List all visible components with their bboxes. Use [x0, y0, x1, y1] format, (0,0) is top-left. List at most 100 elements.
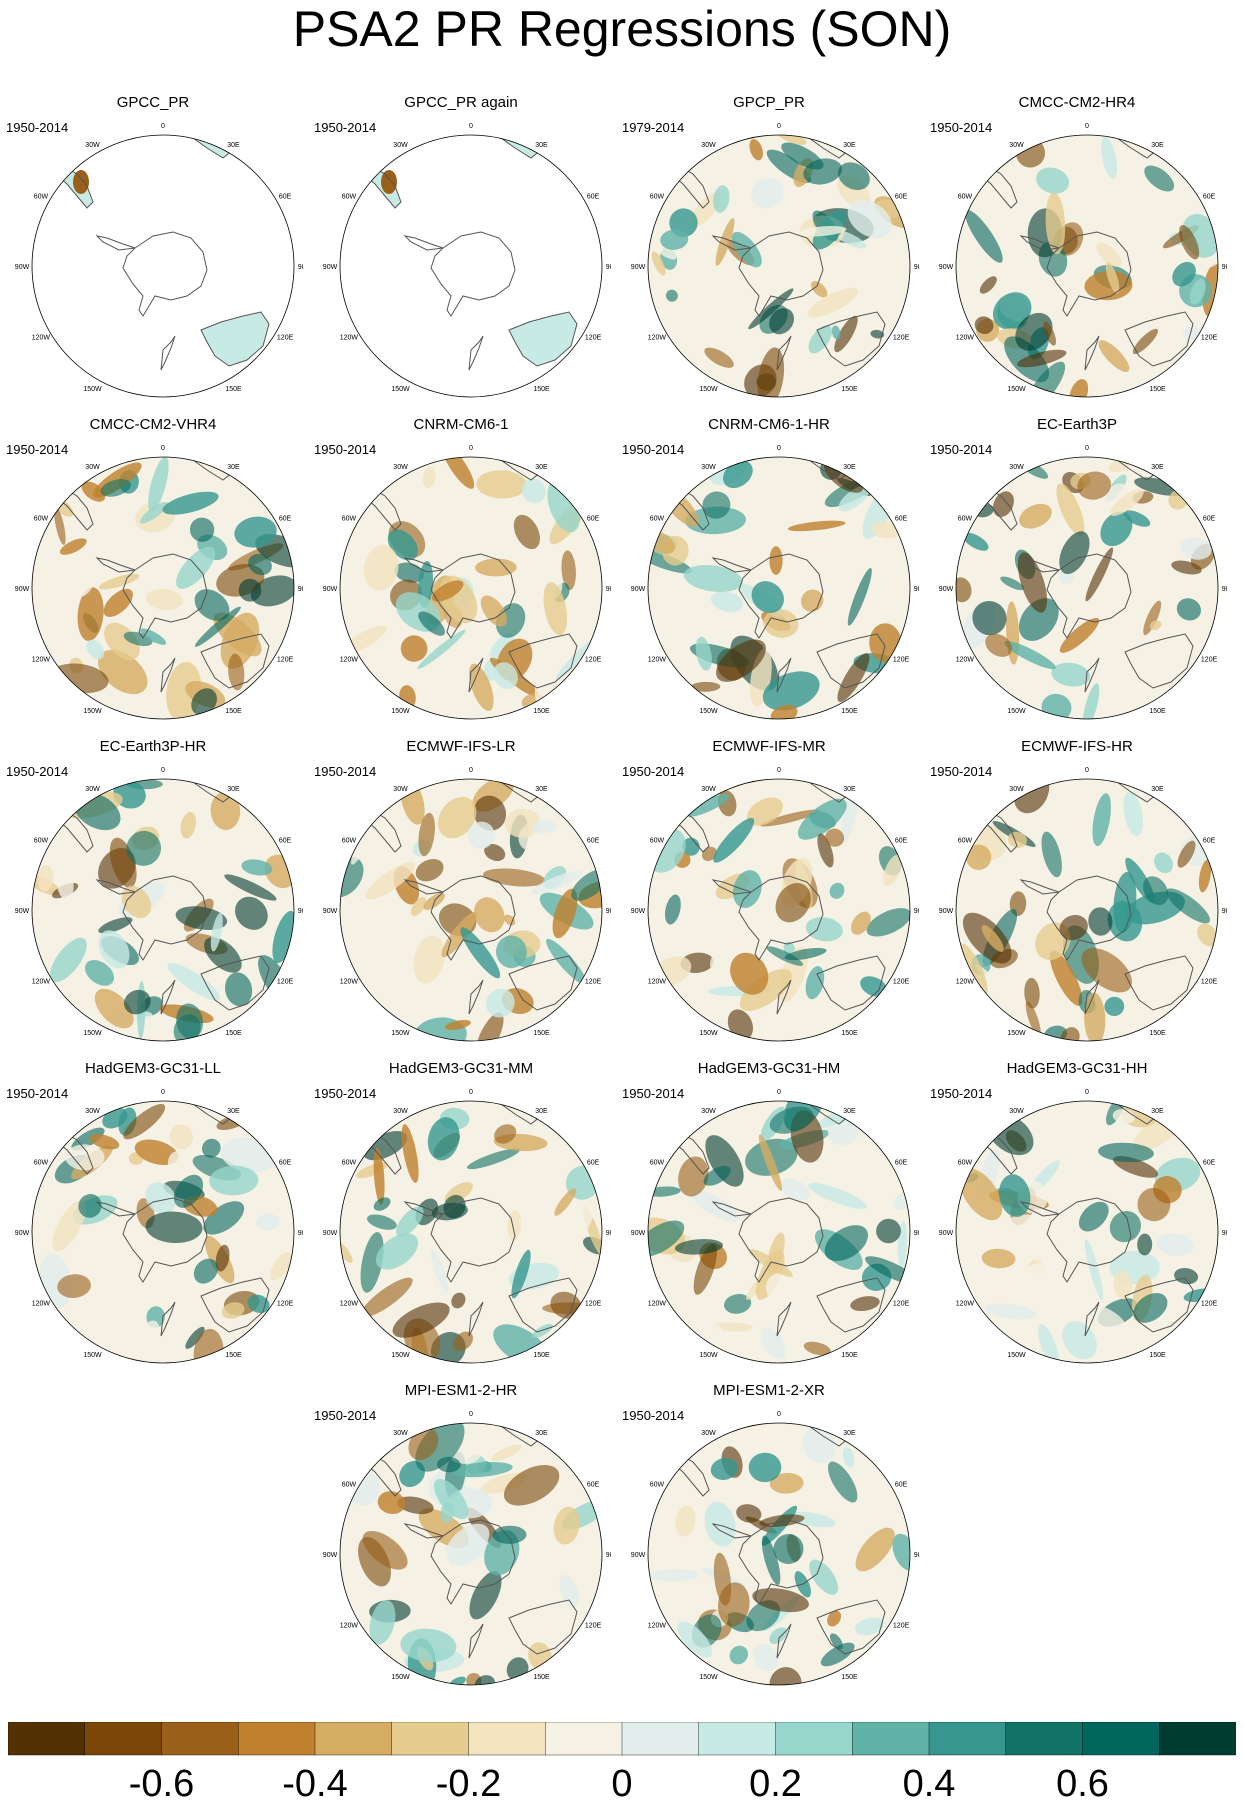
longitude-label: 120W — [32, 979, 51, 986]
anomaly-patch — [1098, 340, 1130, 372]
anomaly-patch — [123, 1104, 166, 1140]
panel-title: GPCC_PR again — [404, 94, 518, 111]
longitude-label: 120E — [1201, 657, 1218, 664]
anomaly-patch — [54, 506, 66, 545]
anomaly-patch — [1024, 977, 1040, 1009]
longitude-label: 60W — [34, 1160, 49, 1167]
longitude-label: 90E — [914, 264, 919, 271]
coastline — [776, 1301, 792, 1337]
longitude-label: 120W — [648, 1301, 667, 1308]
anomaly-patch — [831, 325, 841, 340]
longitude-label: 120E — [277, 657, 294, 664]
coastline — [95, 1201, 136, 1217]
anomaly-patch — [851, 911, 871, 935]
anomaly-patch — [704, 347, 734, 368]
longitude-label: 150W — [391, 1030, 410, 1037]
anomaly-patch — [1059, 914, 1088, 941]
longitude-label: 120W — [32, 657, 51, 664]
polar-map: 030E60E90E120E150E180150W120W90W60W30W — [323, 123, 611, 398]
anomaly-patch — [693, 1244, 717, 1295]
anomaly-patch — [98, 917, 133, 934]
longitude-label: 150W — [391, 386, 410, 393]
longitude-label: 30W — [85, 142, 100, 149]
longitude-label: 120E — [277, 335, 294, 342]
map-panel: ECMWF-IFS-MR 1950-2014 0 30E 60E 90E 120E 150E 1… — [619, 738, 919, 1043]
longitude-label: 150W — [1007, 708, 1026, 715]
longitude-label: 120W — [956, 335, 975, 342]
longitude-label: 150W — [1007, 386, 1026, 393]
anomaly-patch — [466, 1148, 520, 1170]
longitude-label: 30E — [227, 142, 240, 149]
anomaly-patch — [979, 276, 997, 294]
anomaly-patch — [819, 1284, 841, 1315]
anomaly-patch — [436, 1456, 461, 1473]
anomaly-patch — [749, 139, 763, 161]
anomaly-patch — [1110, 489, 1144, 516]
longitude-label: 0 — [161, 767, 165, 774]
longitude-label: 120E — [585, 979, 602, 986]
anomaly-patch — [561, 550, 576, 591]
map-boundary — [339, 1100, 603, 1364]
panel-period: 1950-2014 — [930, 442, 993, 457]
anomaly-patch — [73, 170, 89, 194]
panel-period: 1950-2014 — [314, 1408, 377, 1423]
anomaly-patch — [1000, 576, 1024, 591]
polar-map: 030E60E90E120E150E180150W120W90W60W30W — [939, 123, 1227, 398]
anomaly-patch — [1179, 225, 1200, 260]
colorbar-swatch — [314, 1722, 393, 1756]
longitude-label: 90W — [631, 908, 646, 915]
coastline — [776, 1623, 792, 1659]
longitude-label: 0 — [1085, 445, 1089, 452]
panel-title: MPI-ESM1-2-HR — [404, 1382, 518, 1399]
coastline — [508, 311, 578, 367]
longitude-label: 60E — [279, 194, 292, 201]
anomaly-patch — [1123, 791, 1144, 837]
anomaly-patch — [829, 882, 845, 899]
anomaly-patch — [784, 947, 827, 961]
anomaly-patch — [761, 1327, 786, 1360]
anomaly-patch — [484, 843, 506, 862]
anomaly-patch — [1144, 165, 1175, 192]
anomaly-patch — [701, 846, 717, 862]
coastline — [468, 979, 484, 1015]
anomaly-patch — [546, 938, 587, 985]
longitude-label: 30E — [1151, 142, 1164, 149]
polar-map: 030E60E90E120E150E180150W120W90W60W30W — [323, 445, 611, 720]
longitude-label: 30E — [535, 1430, 548, 1437]
anomaly-patch — [201, 1138, 221, 1158]
anomaly-patch — [870, 521, 901, 539]
longitude-label: 90E — [914, 586, 919, 593]
anomaly-patch — [660, 229, 689, 250]
anomaly-patch — [363, 544, 399, 591]
anomaly-patch — [1113, 1270, 1133, 1300]
coastline — [1019, 557, 1060, 573]
anomaly-patch — [981, 925, 1004, 952]
anomaly-patch — [71, 1127, 105, 1151]
anomaly-patch — [758, 1134, 783, 1192]
coastline — [1046, 1197, 1132, 1283]
longitude-label: 120E — [585, 1301, 602, 1308]
longitude-label: 90W — [323, 586, 338, 593]
longitude-label: 90E — [298, 1230, 303, 1237]
longitude-label: 150E — [533, 1030, 550, 1037]
coastline — [1124, 311, 1194, 367]
anomaly-patch — [475, 1012, 504, 1041]
anomaly-patch — [431, 1249, 449, 1294]
anomaly-patch — [78, 1194, 102, 1218]
anomaly-patch — [340, 856, 364, 898]
coastline — [816, 633, 886, 689]
anomaly-patch — [418, 812, 436, 857]
anomaly-patch — [503, 914, 516, 926]
anomaly-patch — [683, 564, 743, 593]
longitude-label: 60W — [342, 1482, 357, 1489]
anomaly-patch — [1101, 136, 1118, 179]
longitude-label: 0 — [161, 445, 165, 452]
longitude-label: 90E — [606, 1230, 611, 1237]
longitude-label: 150E — [1149, 1352, 1166, 1359]
anomaly-patch — [730, 952, 769, 995]
coastline — [776, 335, 792, 371]
anomaly-patch — [691, 1190, 740, 1223]
anomaly-patch — [1059, 531, 1090, 575]
longitude-label: 90E — [1222, 908, 1227, 915]
anomaly-patch — [1024, 361, 1066, 397]
